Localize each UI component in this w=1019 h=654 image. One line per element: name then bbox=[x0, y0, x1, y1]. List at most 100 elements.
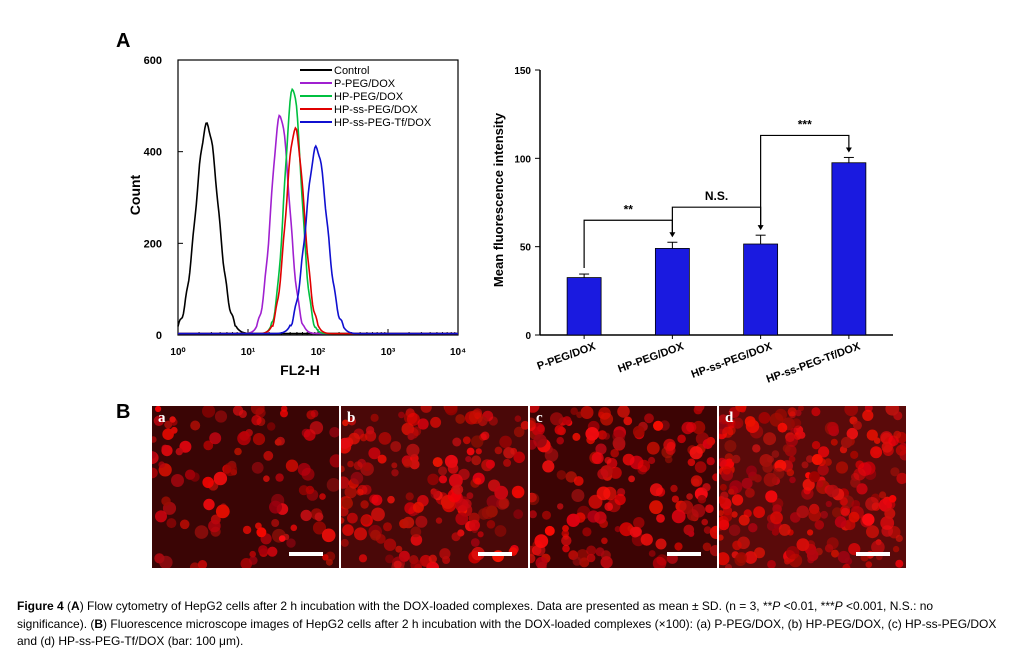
cell bbox=[826, 484, 839, 498]
y-tick-label: 0 bbox=[156, 330, 162, 342]
cell bbox=[494, 446, 503, 455]
cell bbox=[214, 410, 228, 423]
cell bbox=[383, 538, 397, 551]
cell bbox=[321, 528, 336, 543]
cell bbox=[724, 440, 737, 452]
cell bbox=[719, 534, 724, 541]
cell bbox=[893, 430, 902, 439]
cell bbox=[485, 459, 495, 469]
cell bbox=[486, 520, 496, 529]
cell bbox=[890, 467, 900, 477]
cell bbox=[623, 416, 633, 426]
cell bbox=[791, 418, 802, 429]
cell bbox=[269, 500, 282, 514]
cell bbox=[732, 540, 742, 551]
barchart-ylabel: Mean fluorescence intensity bbox=[491, 112, 506, 287]
scale-bar bbox=[667, 552, 701, 556]
cell bbox=[591, 452, 604, 465]
cell bbox=[513, 426, 525, 438]
cell bbox=[478, 508, 490, 520]
cell bbox=[466, 447, 475, 456]
cell bbox=[383, 522, 392, 532]
micrograph-label: c bbox=[536, 410, 543, 426]
cell bbox=[179, 519, 190, 530]
cell bbox=[649, 500, 663, 515]
cell bbox=[709, 545, 717, 557]
cell bbox=[561, 529, 570, 538]
cell bbox=[614, 526, 621, 533]
cell bbox=[748, 523, 758, 533]
cell bbox=[370, 413, 379, 422]
caption-panel-ref: B bbox=[94, 616, 104, 631]
cell bbox=[363, 462, 372, 472]
cell bbox=[570, 407, 578, 415]
cell bbox=[511, 485, 525, 499]
cell bbox=[582, 527, 592, 537]
cell bbox=[609, 466, 622, 479]
cell bbox=[360, 500, 369, 509]
cell bbox=[670, 484, 678, 493]
panel-a-label: A bbox=[116, 30, 131, 52]
cell bbox=[329, 454, 339, 468]
cell bbox=[251, 461, 264, 474]
cell bbox=[427, 473, 439, 486]
cell bbox=[721, 418, 729, 425]
cell bbox=[798, 431, 806, 439]
cell bbox=[499, 435, 512, 449]
cell bbox=[513, 451, 525, 464]
cell bbox=[722, 426, 734, 438]
cell bbox=[530, 510, 537, 519]
cell bbox=[687, 530, 695, 537]
cell bbox=[312, 521, 327, 535]
cell bbox=[314, 512, 324, 522]
cell bbox=[342, 419, 349, 427]
cell bbox=[341, 465, 345, 473]
caption-p-symbol: P bbox=[772, 599, 781, 613]
bar bbox=[831, 162, 867, 336]
micrograph-label: b bbox=[347, 410, 356, 426]
cell bbox=[290, 524, 298, 532]
cell bbox=[702, 542, 712, 552]
cell bbox=[796, 505, 809, 519]
cell bbox=[404, 502, 417, 515]
cell bbox=[410, 559, 422, 568]
cell bbox=[557, 503, 564, 510]
cell bbox=[709, 525, 717, 539]
y-tick-label: 50 bbox=[520, 243, 532, 254]
cell bbox=[469, 519, 480, 531]
cell bbox=[319, 493, 326, 500]
cell bbox=[407, 433, 415, 441]
cell bbox=[561, 535, 572, 546]
cell bbox=[731, 494, 744, 506]
cell bbox=[258, 545, 268, 555]
cell bbox=[640, 533, 653, 546]
cell bbox=[556, 470, 567, 480]
cell bbox=[267, 546, 278, 557]
micrograph-image bbox=[719, 406, 906, 568]
cell bbox=[297, 462, 311, 476]
cell bbox=[341, 538, 349, 547]
cell bbox=[855, 460, 864, 469]
cell bbox=[152, 451, 156, 459]
cell bbox=[598, 407, 611, 420]
cell bbox=[455, 414, 466, 424]
cell bbox=[818, 446, 830, 458]
cell bbox=[850, 450, 859, 459]
cell bbox=[542, 510, 551, 520]
cell bbox=[155, 406, 162, 413]
cell bbox=[466, 492, 474, 500]
cell bbox=[571, 489, 585, 502]
cell bbox=[169, 416, 176, 423]
cell bbox=[758, 412, 771, 424]
cell bbox=[811, 441, 821, 450]
cell bbox=[896, 472, 906, 485]
cell bbox=[298, 485, 309, 496]
cell bbox=[449, 473, 463, 488]
caption-text: ) Flow cytometry of HepG2 cells after 2 … bbox=[79, 599, 773, 613]
cell bbox=[840, 436, 853, 449]
cell bbox=[831, 507, 843, 518]
cell bbox=[451, 532, 461, 542]
cell bbox=[865, 497, 879, 511]
cell bbox=[378, 432, 392, 445]
